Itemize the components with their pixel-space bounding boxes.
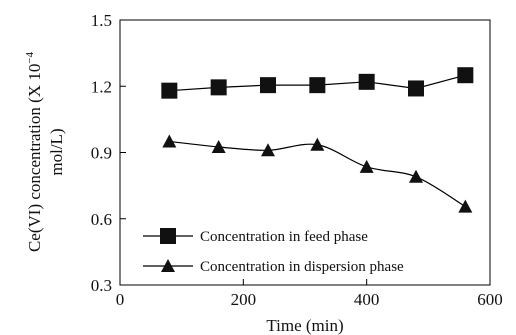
legend-label: Concentration in dispersion phase — [200, 259, 404, 275]
y-tick-label: 0.9 — [91, 144, 112, 163]
data-point — [310, 137, 325, 151]
series-feed-phase — [161, 67, 474, 99]
legend-item: Concentration in feed phase — [143, 228, 368, 245]
y-tick-label: 0.3 — [91, 276, 112, 295]
y-tick-label: 1.2 — [91, 77, 112, 96]
x-tick-label: 200 — [231, 290, 257, 309]
data-point — [211, 139, 226, 153]
y-axis-title-main: Ce(VI) concentration (X 10 — [25, 64, 44, 252]
y-axis-title: Ce(VI) concentration (X 10−4 — [24, 51, 44, 252]
y-tick-label: 0.6 — [91, 210, 112, 229]
x-tick-label: 400 — [354, 290, 380, 309]
data-point — [260, 77, 276, 94]
data-point — [457, 67, 474, 84]
data-point — [161, 82, 178, 99]
data-point — [409, 169, 423, 183]
legend-marker — [160, 228, 176, 244]
data-point — [261, 143, 275, 157]
x-tick-label: 600 — [477, 290, 503, 309]
legend: Concentration in feed phase Concentration… — [143, 228, 404, 275]
data-point — [358, 73, 375, 90]
data-point — [309, 77, 326, 94]
data-point — [210, 79, 227, 96]
data-point — [458, 199, 473, 213]
y-tick-label: 1.5 — [91, 11, 112, 30]
series-dispersion-phase — [162, 134, 473, 213]
data-point — [408, 80, 424, 97]
x-tick-label: 0 — [116, 290, 125, 309]
series-layer — [161, 67, 474, 213]
legend-label: Concentration in feed phase — [200, 229, 368, 245]
x-axis-title: Time (min) — [266, 316, 343, 335]
y-axis-title-line2: mol/L) — [47, 128, 66, 175]
axis-ticks: 0 200 400 600 0.3 0.6 0.9 1.2 1.5 — [91, 11, 503, 309]
data-point — [359, 159, 374, 173]
plot-frame — [119, 19, 491, 286]
plot-area-border — [119, 19, 491, 286]
legend-item: Concentration in dispersion phase — [143, 259, 404, 275]
legend-marker — [161, 259, 175, 272]
data-point — [162, 134, 177, 148]
y-axis-title-exponent: −4 — [24, 51, 36, 63]
